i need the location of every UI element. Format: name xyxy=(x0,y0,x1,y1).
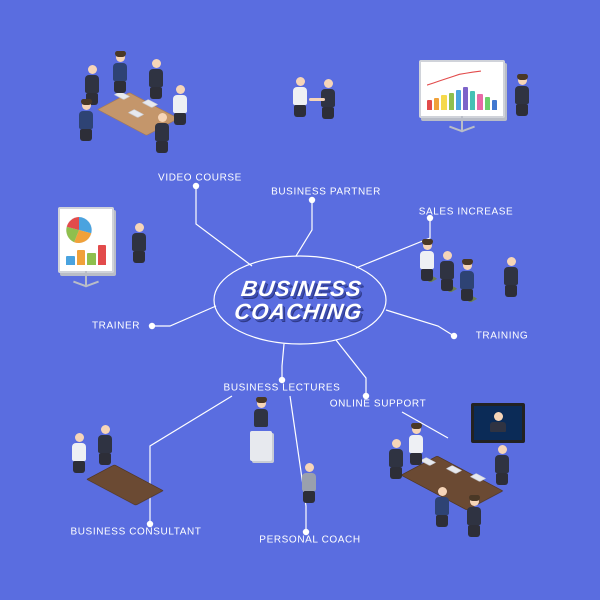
scene-sales-increase xyxy=(411,56,561,176)
label-business_partner: Business Partner xyxy=(271,187,381,198)
edge-center-video_course xyxy=(196,186,252,266)
whiteboard-chart xyxy=(419,60,505,118)
scene-business-consultant xyxy=(52,415,192,525)
center-title-line2: Coaching xyxy=(233,299,364,324)
scene-online-support xyxy=(375,411,565,561)
scene-business-partner xyxy=(271,63,361,153)
label-training: Training xyxy=(476,331,529,342)
label-personal_coach: Personal Coach xyxy=(259,535,360,546)
node-dot-business_partner xyxy=(309,197,315,203)
video-screen xyxy=(471,403,525,443)
label-business_consultant: Business Consultant xyxy=(70,527,201,538)
scene-trainer xyxy=(52,207,192,317)
label-business_lectures: Business Lectures xyxy=(224,383,341,394)
edge-center-online_support xyxy=(336,340,366,396)
center-title-line1: Business xyxy=(240,276,364,301)
node-dot-trainer xyxy=(149,323,155,329)
label-online_support: Online Support xyxy=(330,399,427,410)
edge-center-business_partner xyxy=(296,200,312,256)
label-trainer: Trainer xyxy=(92,321,140,332)
label-video_course: Video Course xyxy=(158,173,242,184)
scene-personal-coach xyxy=(280,459,340,529)
scene-video-course xyxy=(55,47,205,157)
label-sales_increase: Sales Increase xyxy=(419,207,514,218)
edge-center-business_lectures xyxy=(282,344,284,380)
center-title: Business Coaching xyxy=(233,277,367,323)
flip-chart xyxy=(58,207,114,273)
infographic-canvas: Business Coaching xyxy=(0,0,600,600)
node-dot-video_course xyxy=(193,183,199,189)
podium xyxy=(250,431,272,461)
